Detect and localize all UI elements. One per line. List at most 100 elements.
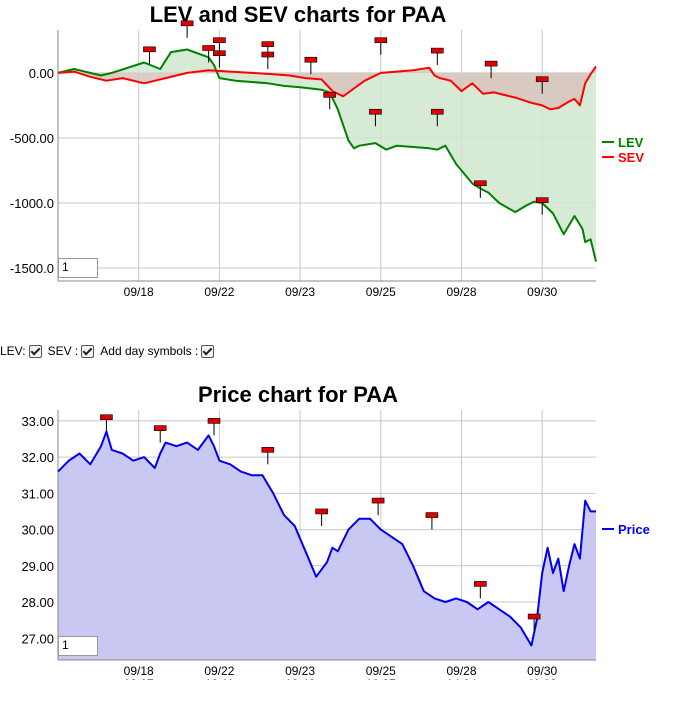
- y-tick-label: 29.00: [21, 559, 54, 574]
- price-area: [58, 431, 596, 660]
- day-marker-flag: [261, 447, 275, 453]
- sev-checkbox[interactable]: [81, 344, 95, 358]
- day-marker: [430, 108, 444, 127]
- day-marker-flag: [535, 197, 549, 203]
- day-marker: [100, 414, 113, 432]
- day-marker: [374, 37, 388, 55]
- day-marker-flag: [474, 180, 487, 187]
- sev-toggle[interactable]: SEV :: [48, 344, 95, 358]
- x-tick-time: 13:07: [124, 677, 154, 680]
- x-tick-time: 13:07: [124, 298, 154, 300]
- lev-toggle-label: LEV:: [0, 344, 26, 358]
- price-chart-title: Price chart for PAA: [197, 382, 399, 407]
- x-tick-date: 09/18: [124, 664, 154, 678]
- legend-label: LEV: [618, 135, 644, 150]
- x-tick-time: 11:03: [528, 677, 557, 680]
- day-marker: [213, 37, 226, 55]
- x-tick-time: 11:03: [528, 298, 557, 300]
- day-marker: [369, 108, 382, 127]
- lev-zoom-input[interactable]: 1: [58, 258, 98, 278]
- y-tick-label: -500.00: [10, 131, 54, 146]
- day-marker: [261, 447, 275, 465]
- legend-label: SEV: [618, 150, 644, 165]
- day-marker: [535, 76, 549, 94]
- day-marker-flag: [535, 76, 549, 83]
- price-line: [57, 430, 596, 647]
- x-tick-time: 13:46: [285, 298, 315, 300]
- day-marker-flag: [371, 497, 385, 504]
- day-marker: [535, 197, 549, 215]
- day-marker-flag: [213, 37, 226, 44]
- lev-checkbox[interactable]: [28, 344, 42, 358]
- day-marker: [371, 497, 385, 516]
- day-marker: [202, 45, 215, 63]
- day-marker: [315, 508, 328, 526]
- day-marker: [474, 581, 487, 599]
- day-symbols-label: Add day symbols :: [100, 344, 199, 358]
- x-tick-date: 09/28: [446, 664, 476, 678]
- day-marker: [153, 425, 167, 443]
- x-tick-time: 10:11: [205, 677, 234, 680]
- sev-line: [57, 65, 597, 111]
- day-marker-flag: [202, 45, 215, 51]
- lev-chart-title: LEV and SEV charts for PAA: [149, 2, 447, 27]
- x-tick-date: 09/30: [527, 285, 557, 299]
- day-marker: [484, 60, 498, 79]
- day-marker-flag: [180, 20, 194, 27]
- day-marker-flag: [261, 41, 275, 47]
- day-marker-flag: [474, 581, 487, 587]
- y-tick-label: 0.00: [29, 66, 54, 81]
- x-tick-time: 10:37: [366, 298, 396, 300]
- x-tick-time: 14:04: [446, 298, 476, 300]
- day-marker: [180, 20, 194, 38]
- day-marker-flag: [304, 56, 318, 63]
- legend-item-price: Price: [602, 522, 650, 537]
- x-tick-date: 09/30: [527, 664, 557, 678]
- x-tick-date: 09/18: [124, 285, 154, 299]
- y-tick-label: 31.00: [21, 486, 54, 501]
- day-marker: [207, 418, 221, 436]
- day-marker: [304, 56, 318, 75]
- day-marker-flag: [430, 108, 444, 115]
- day-marker-flag: [369, 108, 382, 115]
- x-tick-time: 14:04: [446, 677, 476, 680]
- x-tick-time: 13:46: [285, 677, 315, 680]
- y-tick-label: 33.00: [21, 414, 54, 429]
- day-marker-flag: [207, 418, 221, 424]
- x-tick-date: 09/25: [366, 285, 396, 299]
- y-tick-label: 30.00: [21, 523, 54, 538]
- day-marker-flag: [430, 47, 444, 54]
- day-marker: [527, 613, 541, 632]
- day-marker-flag: [484, 60, 498, 67]
- x-tick-date: 09/23: [285, 285, 315, 299]
- day-marker: [474, 180, 487, 198]
- price-zoom-input[interactable]: 1: [58, 636, 98, 656]
- day-marker-flag: [425, 512, 439, 518]
- legend-item-lev: LEV: [602, 135, 644, 150]
- x-tick-date: 09/25: [366, 664, 396, 678]
- day-marker-flag: [374, 37, 388, 44]
- sev-toggle-label: SEV :: [47, 344, 79, 358]
- sev-area: [58, 66, 596, 110]
- day-symbols-checkbox[interactable]: [201, 344, 215, 358]
- day-marker-flag: [315, 508, 328, 515]
- chart-controls: LEV: SEV : Add day symbols :: [0, 344, 220, 358]
- day-marker-flag: [100, 414, 113, 421]
- lev-sev-chart: 0.00 -500.00 -1000.0 -1500.0 09/1813:07 09/22…: [10, 20, 644, 300]
- y-tick-label: 27.00: [21, 631, 54, 646]
- x-tick-date: 09/22: [204, 285, 234, 299]
- x-tick-date: 09/28: [446, 285, 476, 299]
- x-tick-date: 09/22: [204, 664, 234, 678]
- legend-item-sev: SEV: [602, 150, 644, 165]
- day-marker: [261, 41, 275, 59]
- day-marker: [323, 92, 336, 110]
- day-marker-flag: [153, 425, 167, 431]
- day-marker: [430, 47, 444, 66]
- x-tick-time: 10:11: [205, 298, 234, 300]
- x-tick-time: 10:37: [366, 677, 396, 680]
- x-tick-date: 09/23: [285, 664, 315, 678]
- day-symbols-toggle[interactable]: Add day symbols :: [100, 344, 215, 358]
- lev-area: [58, 49, 596, 262]
- day-marker-flag: [323, 92, 336, 98]
- lev-toggle[interactable]: LEV:: [0, 344, 42, 358]
